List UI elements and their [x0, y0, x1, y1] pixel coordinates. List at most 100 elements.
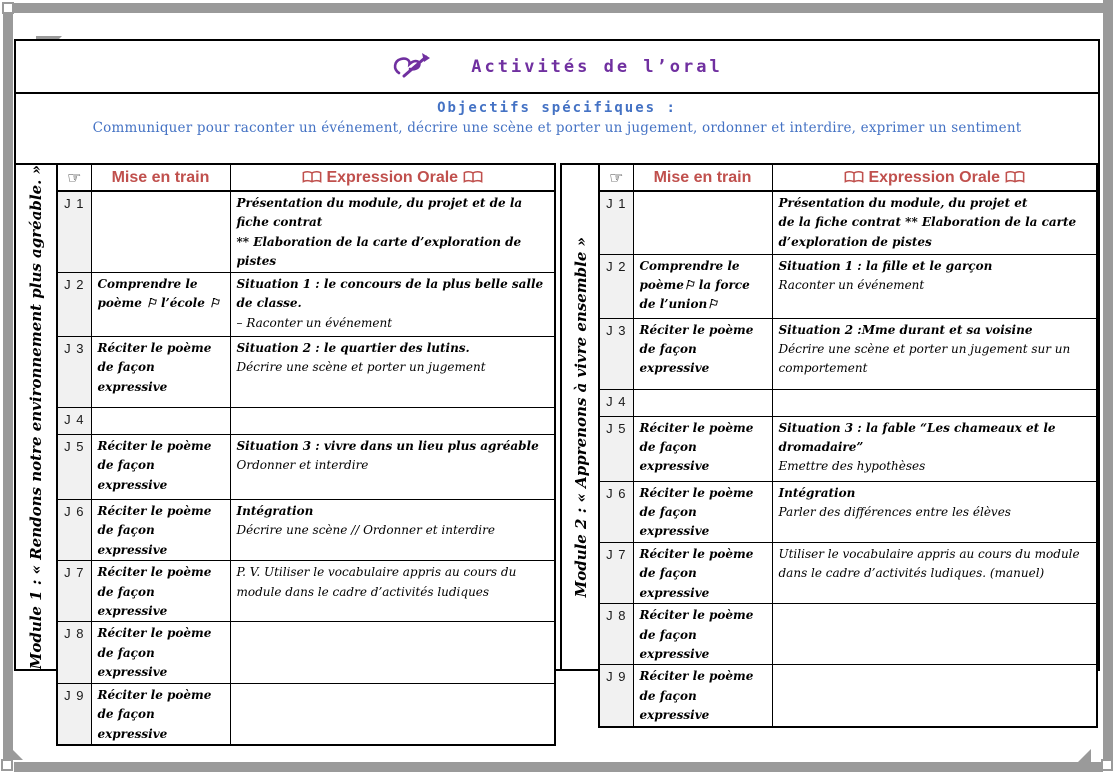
expression-orale-cell: Utiliser le vocabulaire appris au cours …	[771, 541, 1098, 605]
table-header-row: ☞ Mise en train Expression Orale	[56, 163, 556, 192]
pointing-finger-icon: ☞	[56, 163, 92, 192]
column-header-mise-en-train: Mise en train	[90, 163, 231, 192]
expression-orale-cell: Présentation du module, du projet et de l…	[771, 190, 1098, 255]
mise-en-train-cell: Réciter le poème de façon expressive	[90, 498, 231, 562]
text-line: Situation 3 : la fable “Les chameaux et …	[778, 420, 1056, 454]
table-row: J 4	[56, 406, 556, 435]
table-row: J 1 Présentation du module, du projet et d…	[598, 190, 1098, 255]
expression-orale-cell: Présentation du module, du projet et de …	[229, 190, 556, 273]
mise-en-train-cell: Comprendre le poème⚐ la force de l’union…	[632, 253, 773, 319]
mise-en-train-cell: Réciter le poème de façon expressive	[632, 541, 773, 605]
text-line: Parler des différences entre les élèves	[778, 504, 1011, 519]
day-label: J 8	[56, 621, 92, 684]
frame-corner-square	[1101, 759, 1113, 771]
day-label: J 3	[598, 317, 634, 390]
day-label: J 4	[56, 406, 92, 435]
table-row: J 6 Réciter le poème de façon expressive I…	[56, 498, 556, 562]
mise-en-train-cell: Réciter le poème de façon expressive	[90, 335, 231, 408]
day-label: J 2	[56, 271, 92, 337]
table-row: J 9 Réciter le poème de façon expressive	[598, 664, 1098, 728]
frame-top-bar	[14, 3, 1113, 13]
mise-en-train-cell	[90, 406, 231, 435]
day-label: J 6	[56, 498, 92, 562]
page-title: Activités de l’oral	[471, 56, 723, 77]
table-row: J 4	[598, 388, 1098, 417]
expression-orale-cell: P. V. Utiliser le vocabulaire appris au …	[229, 560, 556, 623]
text-line: de la fiche contrat ** Elaboration de la…	[778, 215, 1077, 230]
mise-en-train-cell	[90, 190, 231, 273]
day-label: J 5	[598, 415, 634, 482]
mise-en-train-cell: Réciter le poème de façon expressive	[90, 560, 231, 623]
mise-en-train-cell: Réciter le poème de façon expressive	[632, 664, 773, 728]
expression-orale-cell: Situation 1 : le concours de la plus bel…	[229, 271, 556, 337]
module-1-table: ☞ Mise en train Expression Orale J 1 Prés…	[56, 163, 556, 746]
day-label: J 4	[598, 388, 634, 417]
text-line: – Raconter un événement	[236, 315, 393, 330]
day-label: J 7	[598, 541, 634, 605]
text-line: Intégration	[778, 485, 856, 500]
expression-orale-cell: Situation 3 : la fable “Les chameaux et …	[771, 415, 1098, 482]
table-row: J 1 Présentation du module, du projet et …	[56, 190, 556, 273]
pen-writing-icon	[391, 49, 433, 84]
table-row: J 7 Réciter le poème de façon expressive P…	[56, 560, 556, 623]
day-label: J 1	[56, 190, 92, 273]
expression-orale-cell: Situation 2 :Mme durant et sa voisine Déc…	[771, 317, 1098, 390]
table-row: J 2 Comprendre le poème ⚐ l’école ⚐ Situat…	[56, 271, 556, 337]
day-label: J 7	[56, 560, 92, 623]
table-row: J 6 Réciter le poème de façon expressive I…	[598, 480, 1098, 543]
column-header-mise-en-train: Mise en train	[632, 163, 773, 192]
objectives-text: Communiquer pour raconter un événement, …	[92, 120, 1022, 136]
mise-en-train-cell: Réciter le poème de façon expressive	[90, 621, 231, 684]
module-2-label: Module 2 : « Apprenons à vivre ensemble …	[572, 236, 590, 598]
text-line: Situation 2 : le quartier des lutins.	[236, 340, 470, 355]
text-line: P. V. Utiliser le vocabulaire appris au …	[236, 565, 517, 599]
text-line: Utiliser le vocabulaire appris au cours …	[778, 546, 1080, 581]
day-label: J 9	[598, 664, 634, 728]
mise-en-train-cell: Réciter le poème de façon expressive	[632, 317, 773, 390]
text-line: Raconter un événement	[778, 277, 925, 292]
frame-left-bar	[3, 14, 13, 762]
day-label: J 8	[598, 603, 634, 666]
expression-orale-cell	[229, 682, 556, 746]
table-row: J 3 Réciter le poème de façon expressive S…	[56, 335, 556, 408]
expression-orale-cell	[229, 406, 556, 435]
table-row: J 8 Réciter le poème de façon expressive	[56, 621, 556, 684]
frame-triangle-decoration	[1078, 749, 1091, 762]
frame-corner-square	[1, 759, 13, 771]
objectives-section: Objectifs spécifiques : Communiquer pour…	[16, 94, 1098, 167]
frame-corner-square	[2, 2, 14, 14]
mise-en-train-cell: Comprendre le poème ⚐ l’école ⚐	[90, 271, 231, 337]
mise-en-train-cell: Réciter le poème de façon expressive	[632, 603, 773, 666]
text-line: Ordonner et interdire	[236, 458, 369, 473]
column-header-label: Expression Orale	[326, 168, 459, 186]
expression-orale-cell	[771, 664, 1098, 728]
text-line: Décrire une scène et porter un jugement	[236, 360, 486, 375]
table-row: J 8 Réciter le poème de façon expressive	[598, 603, 1098, 666]
open-book-icon	[844, 170, 864, 183]
mise-en-train-cell: Réciter le poème de façon expressive	[632, 415, 773, 482]
frame-right-bar	[1103, 0, 1113, 760]
text-line: Décrire une scène // Ordonner et interdi…	[236, 523, 495, 538]
expression-orale-cell: Intégration Parler des différences entre …	[771, 480, 1098, 543]
day-label: J 6	[598, 480, 634, 543]
module-2-label-cell: Module 2 : « Apprenons à vivre ensemble …	[560, 163, 600, 669]
column-header-expression-orale: Expression Orale	[771, 163, 1098, 192]
mise-en-train-cell	[632, 388, 773, 417]
day-label: J 1	[598, 190, 634, 255]
expression-orale-cell: Situation 3 : vivre dans un lieu plus ag…	[229, 433, 556, 500]
table-row: J 2 Comprendre le poème⚐ la force de l’un…	[598, 253, 1098, 319]
open-book-icon	[463, 170, 482, 183]
expression-orale-cell: Situation 2 : le quartier des lutins. Déc…	[229, 335, 556, 408]
table-row: J 5 Réciter le poème de façon expressive S…	[598, 415, 1098, 482]
text-line: Situation 1 : le concours de la plus bel…	[236, 276, 544, 311]
open-book-icon	[1005, 170, 1024, 183]
text-line: Emettre des hypothèses	[778, 459, 926, 474]
expression-orale-cell	[229, 621, 556, 684]
content-box: Activités de l’oral Objectifs spécifique…	[14, 39, 1100, 746]
title-row: Activités de l’oral	[16, 41, 1098, 94]
table-header-row: ☞ Mise en train Expression Orale	[598, 163, 1098, 192]
module-1-label-cell: Module 1 : « Rendons notre environnement…	[16, 163, 56, 669]
table-row: J 5 Réciter le poème de façon expressive S…	[56, 433, 556, 500]
mise-en-train-cell: Réciter le poème de façon expressive	[90, 433, 231, 500]
